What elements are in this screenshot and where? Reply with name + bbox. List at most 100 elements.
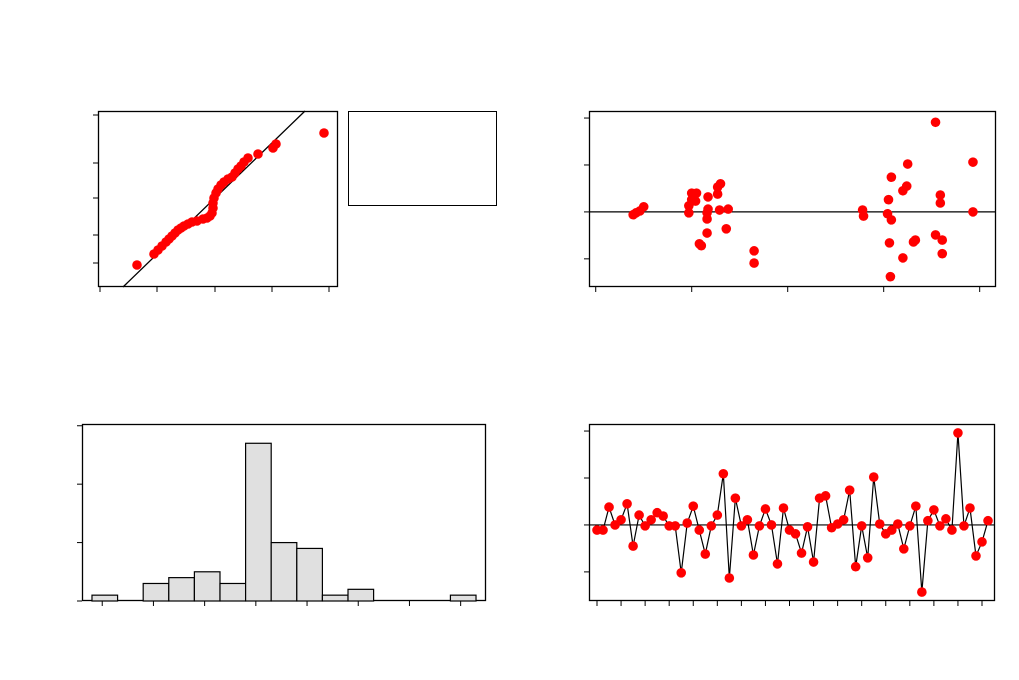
point	[616, 514, 626, 525]
point	[796, 548, 807, 558]
point	[910, 235, 921, 245]
point	[923, 515, 933, 526]
point	[886, 172, 897, 182]
point	[959, 521, 969, 531]
point	[748, 550, 759, 560]
point	[691, 188, 702, 198]
point	[977, 537, 987, 547]
point	[715, 178, 726, 189]
point	[712, 510, 723, 520]
point	[703, 204, 713, 214]
point	[749, 258, 759, 268]
point	[971, 551, 981, 561]
point	[858, 211, 869, 221]
point	[702, 214, 712, 224]
point	[736, 521, 747, 531]
point	[628, 541, 638, 551]
point	[712, 189, 723, 199]
point	[883, 194, 894, 205]
point	[778, 503, 789, 513]
point	[911, 501, 921, 511]
point	[929, 505, 939, 515]
point	[902, 159, 913, 169]
point	[905, 521, 915, 531]
point	[886, 215, 897, 225]
point	[724, 573, 735, 583]
point	[772, 559, 783, 569]
point	[790, 529, 801, 539]
point	[968, 207, 978, 217]
point	[935, 198, 946, 208]
point	[604, 502, 614, 512]
point	[243, 153, 253, 163]
point	[688, 501, 699, 511]
point	[983, 515, 993, 526]
point	[802, 522, 813, 532]
point	[862, 553, 873, 563]
point	[702, 228, 712, 238]
plot-frame	[588, 423, 996, 602]
bar	[244, 442, 272, 602]
point	[634, 510, 644, 520]
point	[941, 514, 951, 524]
bar	[270, 541, 298, 602]
point	[886, 525, 897, 535]
point	[930, 117, 941, 128]
point	[760, 504, 771, 514]
point	[844, 485, 855, 495]
point	[965, 503, 975, 513]
point	[930, 230, 941, 240]
point	[694, 525, 705, 535]
point	[638, 201, 649, 212]
point	[968, 157, 978, 167]
point	[885, 271, 896, 282]
legend-box	[348, 111, 497, 206]
point	[947, 525, 957, 535]
point	[917, 587, 927, 597]
point	[721, 224, 732, 234]
point	[874, 519, 885, 529]
point	[868, 472, 879, 482]
point	[646, 514, 656, 525]
point	[766, 520, 777, 530]
point	[937, 235, 948, 245]
point	[935, 521, 945, 531]
point	[899, 544, 909, 554]
point	[718, 468, 729, 479]
point	[749, 246, 759, 256]
point	[935, 190, 946, 200]
bar	[296, 547, 324, 602]
point	[730, 493, 741, 503]
point	[723, 204, 733, 214]
point	[714, 205, 725, 215]
point	[694, 239, 705, 249]
point	[700, 549, 711, 559]
point	[892, 519, 903, 529]
point	[319, 128, 329, 138]
point	[856, 521, 867, 531]
bar	[142, 582, 170, 602]
point	[884, 238, 895, 248]
point	[682, 518, 693, 528]
point	[658, 511, 668, 521]
point	[808, 557, 819, 567]
point	[132, 260, 142, 270]
point	[598, 525, 608, 535]
point	[676, 568, 687, 578]
bar	[168, 577, 195, 602]
point	[670, 521, 681, 531]
plot-frame	[588, 110, 997, 288]
point	[684, 208, 694, 218]
bar	[91, 594, 119, 602]
point	[742, 514, 753, 525]
bar	[449, 594, 477, 602]
point	[271, 139, 281, 149]
point	[754, 521, 765, 531]
point	[901, 181, 912, 191]
bar	[347, 588, 375, 602]
point	[898, 253, 908, 263]
point	[838, 514, 849, 525]
point	[253, 149, 263, 159]
bar	[321, 594, 349, 602]
